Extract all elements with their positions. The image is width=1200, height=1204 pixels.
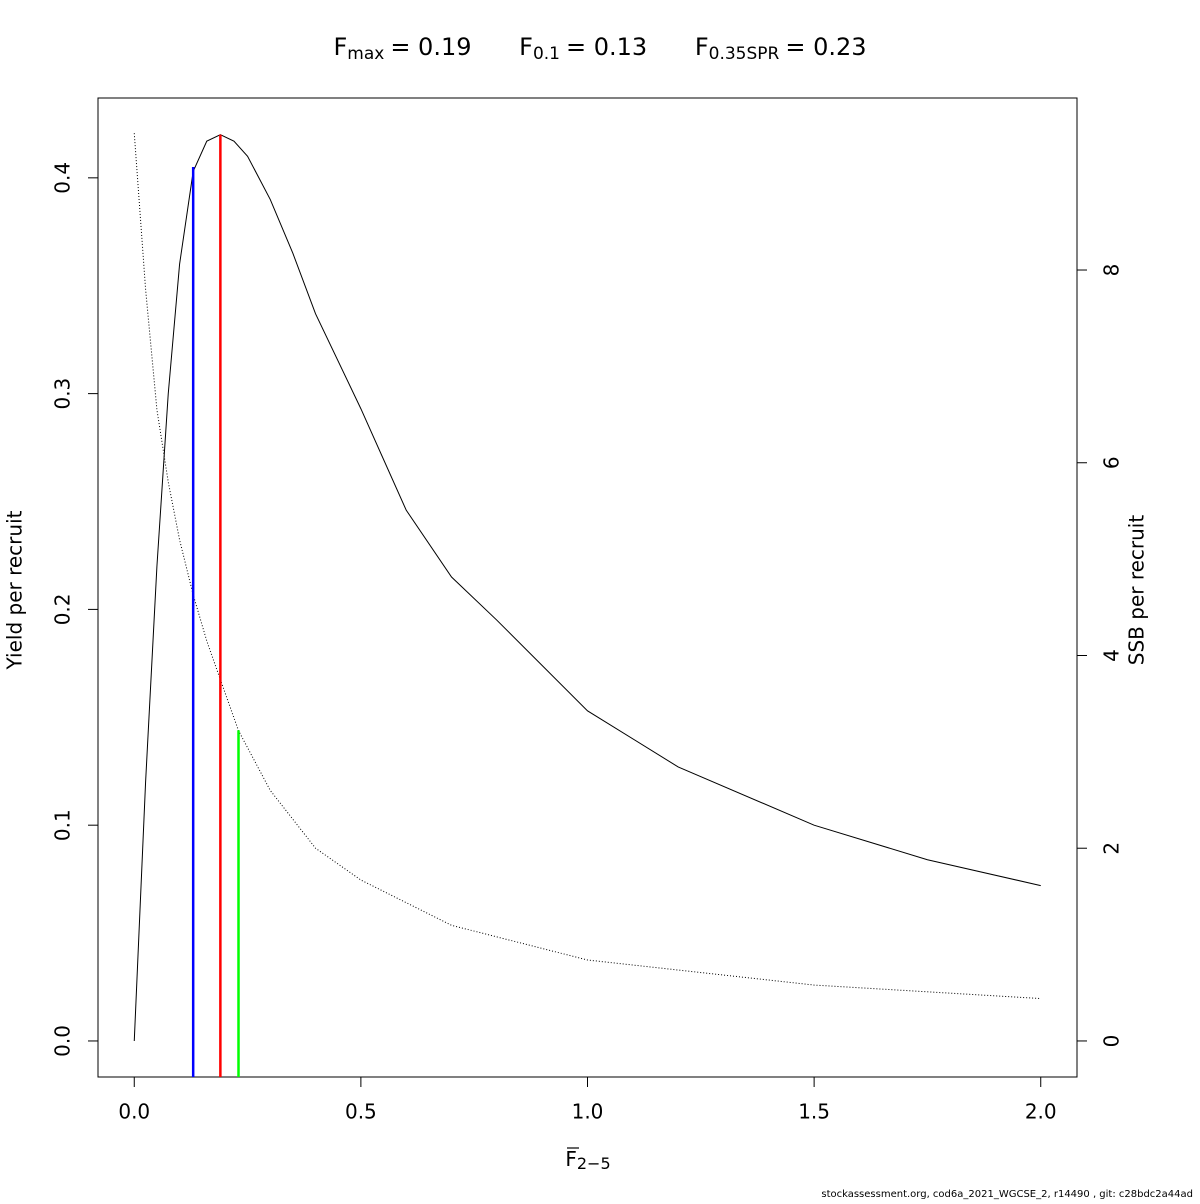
title-subscript: 0.1 [533, 44, 560, 64]
x-tick-label: 0.5 [345, 1100, 377, 1124]
y2-tick-label: 8 [1100, 264, 1124, 277]
y-tick-label: 0.3 [51, 378, 75, 410]
plot-frame [97, 97, 1078, 1078]
x-label-subscript: 2−5 [577, 1154, 611, 1173]
y-tick-label: 0.2 [51, 593, 75, 625]
title-symbol: F [695, 33, 709, 61]
x-tick-label: 1.0 [572, 1100, 604, 1124]
y2-tick-label: 4 [1100, 649, 1124, 662]
title-symbol: F [519, 33, 533, 61]
y2-tick-label: 6 [1100, 456, 1124, 469]
title-symbol: F [333, 33, 347, 61]
y-tick-label: 0.0 [51, 1025, 75, 1057]
title-text: = 0.19 [390, 33, 471, 61]
y2-tick-label: 0 [1100, 1035, 1124, 1048]
y2-tick-label: 2 [1100, 842, 1124, 855]
y2-axis-label: SSB per recruit [1125, 515, 1149, 666]
title-text: = 0.13 [566, 33, 647, 61]
spacer [687, 33, 695, 61]
title-subscript: 0.35SPR [709, 44, 780, 64]
x-tick-label: 1.5 [798, 1100, 830, 1124]
title-text: = 0.23 [785, 33, 866, 61]
spacer [512, 33, 520, 61]
title-subscript: max [347, 44, 384, 64]
x-label-symbol: F [565, 1147, 577, 1171]
x-tick-label: 0.0 [118, 1100, 150, 1124]
y-axis-label: Yield per recruit [3, 510, 27, 670]
x-tick-label: 2.0 [1025, 1100, 1057, 1124]
x-axis-label: F2−5 [565, 1147, 610, 1173]
series-line [133, 133, 1041, 1000]
y-tick-label: 0.1 [51, 809, 75, 841]
series-line [133, 134, 1041, 1041]
y-tick-label: 0.4 [51, 162, 75, 194]
footer: stockassessment.org, cod6a_2021_WGCSE_2,… [821, 1189, 1193, 1200]
chart-title: Fmax = 0.19 F0.1 = 0.13 F0.35SPR = 0.23 [333, 33, 866, 64]
